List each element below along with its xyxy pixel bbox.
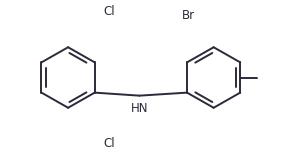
Text: Cl: Cl — [103, 137, 115, 150]
Text: Cl: Cl — [103, 5, 115, 18]
Text: Br: Br — [182, 9, 195, 22]
Text: HN: HN — [131, 102, 148, 115]
